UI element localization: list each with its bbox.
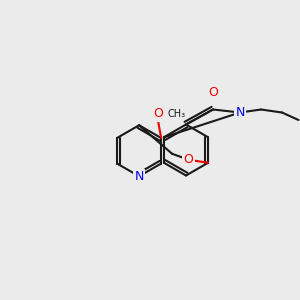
- Text: N: N: [134, 170, 144, 183]
- Text: O: O: [153, 107, 163, 121]
- Text: O: O: [208, 86, 218, 100]
- Text: CH₃: CH₃: [167, 109, 185, 119]
- Text: O: O: [184, 153, 194, 166]
- Text: N: N: [235, 106, 245, 119]
